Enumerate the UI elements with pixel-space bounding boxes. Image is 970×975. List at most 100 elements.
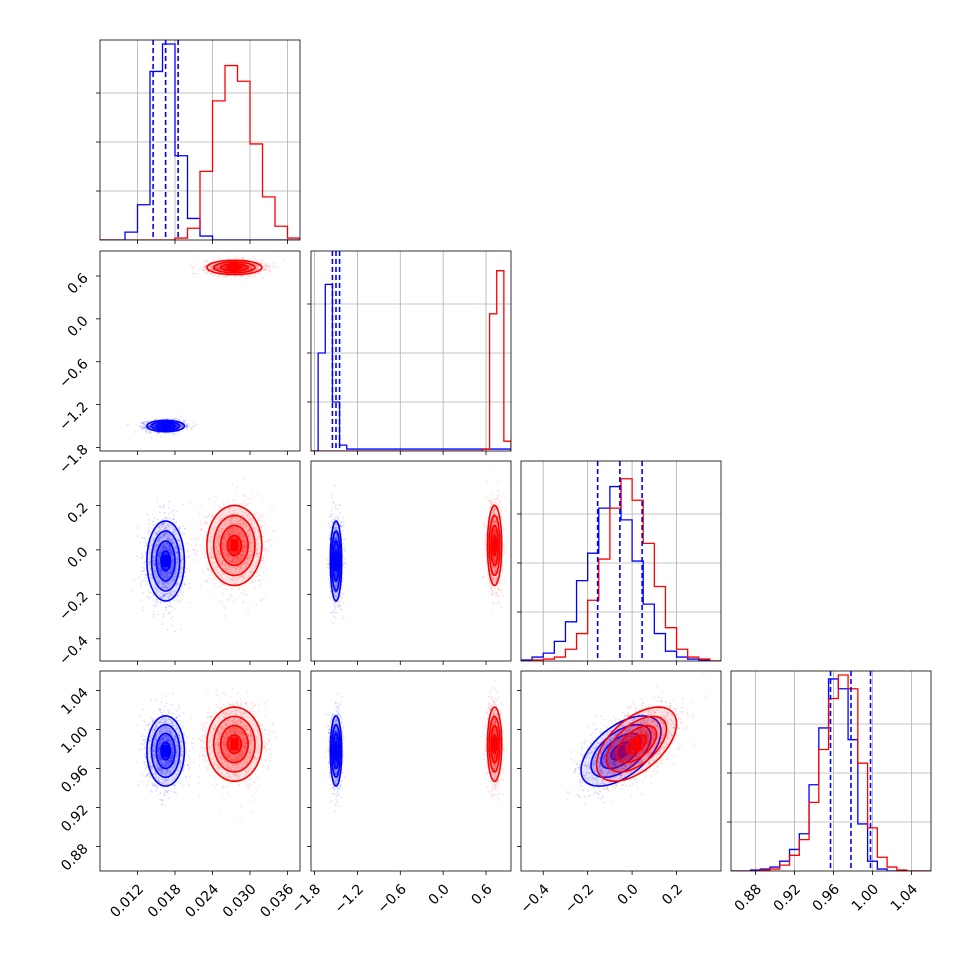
scatter-point xyxy=(182,504,184,506)
scatter-point xyxy=(150,431,152,433)
scatter-point xyxy=(239,595,241,597)
scatter-point xyxy=(149,523,151,525)
scatter-point xyxy=(173,600,175,602)
scatter-point xyxy=(169,601,171,603)
scatter-point xyxy=(157,613,159,615)
scatter-point xyxy=(161,623,163,625)
scatter-point xyxy=(219,586,221,588)
scatter-point xyxy=(150,437,152,439)
scatter-point xyxy=(192,267,194,269)
scatter-point xyxy=(156,500,158,502)
scatter-point xyxy=(144,423,146,425)
scatter-point xyxy=(144,538,146,540)
scatter-point xyxy=(193,553,195,555)
scatter-point xyxy=(141,422,143,424)
scatter-point xyxy=(254,258,256,260)
scatter-point xyxy=(210,273,212,275)
scatter-point xyxy=(163,616,165,618)
scatter-point xyxy=(189,571,191,573)
scatter-point xyxy=(264,269,266,271)
scatter-point xyxy=(153,595,155,597)
scatter-point xyxy=(144,562,146,564)
scatter-point xyxy=(252,259,254,261)
scatter-point xyxy=(172,610,174,612)
scatter-point xyxy=(146,514,148,516)
scatter-point xyxy=(236,257,238,259)
scatter-point xyxy=(243,494,245,496)
scatter-point xyxy=(139,576,141,578)
scatter-point xyxy=(231,596,233,598)
scatter-point xyxy=(244,503,246,505)
scatter-point xyxy=(135,424,137,426)
scatter-point xyxy=(200,585,202,587)
scatter-point xyxy=(193,421,195,423)
scatter-point xyxy=(127,424,129,426)
scatter-point xyxy=(137,527,139,529)
scatter-point xyxy=(232,483,234,485)
scatter-point xyxy=(141,570,143,572)
scatter-point xyxy=(201,553,203,555)
scatter-point xyxy=(167,629,169,631)
scatter-point xyxy=(148,531,150,533)
scatter-point xyxy=(273,267,275,269)
scatter-point xyxy=(146,432,148,434)
scatter-point xyxy=(142,566,144,568)
scatter-point xyxy=(209,498,211,500)
scatter-point xyxy=(202,570,204,572)
scatter-point xyxy=(152,615,154,617)
scatter-point xyxy=(163,506,165,508)
scatter-point xyxy=(148,432,150,434)
scatter-point xyxy=(151,528,153,530)
scatter-point xyxy=(266,594,268,596)
scatter-point xyxy=(155,601,157,603)
scatter-point xyxy=(235,277,237,279)
scatter-point xyxy=(184,528,186,530)
scatter-point xyxy=(165,433,167,435)
scatter-point xyxy=(261,262,263,264)
scatter-point xyxy=(193,538,195,540)
scatter-point xyxy=(249,502,251,504)
scatter-point xyxy=(142,609,144,611)
scatter-point xyxy=(168,507,170,509)
scatter-point xyxy=(137,535,139,537)
scatter-point xyxy=(260,259,262,261)
scatter-point xyxy=(268,271,270,273)
scatter-point xyxy=(213,275,215,277)
scatter-point xyxy=(195,553,197,555)
scatter-point xyxy=(141,537,143,539)
scatter-point xyxy=(243,257,245,259)
scatter-point xyxy=(218,257,220,259)
scatter-point xyxy=(167,418,169,420)
scatter-point xyxy=(262,560,264,562)
scatter-point xyxy=(175,418,177,420)
scatter-point xyxy=(135,431,137,433)
scatter-point xyxy=(144,425,146,427)
scatter-point xyxy=(148,589,150,591)
scatter-point xyxy=(200,266,202,268)
scatter-point xyxy=(244,505,246,507)
scatter-point xyxy=(219,506,221,508)
scatter-point xyxy=(173,509,175,511)
scatter-point xyxy=(208,515,210,517)
scatter-point xyxy=(235,599,237,601)
scatter-point xyxy=(182,591,184,593)
scatter-point xyxy=(178,434,180,436)
scatter-point xyxy=(189,555,191,557)
scatter-point xyxy=(213,577,215,579)
scatter-point xyxy=(141,581,143,583)
scatter-point xyxy=(261,501,263,503)
scatter-point xyxy=(183,421,185,423)
scatter-point xyxy=(262,277,264,279)
scatter-point xyxy=(265,267,267,269)
scatter-point xyxy=(212,574,214,576)
scatter-point xyxy=(251,276,253,278)
scatter-point xyxy=(180,629,182,631)
scatter-point xyxy=(225,276,227,278)
scatter-point xyxy=(222,600,224,602)
scatter-point xyxy=(154,524,156,526)
scatter-point xyxy=(165,607,167,609)
scatter-point xyxy=(146,543,148,545)
scatter-point xyxy=(143,568,145,570)
